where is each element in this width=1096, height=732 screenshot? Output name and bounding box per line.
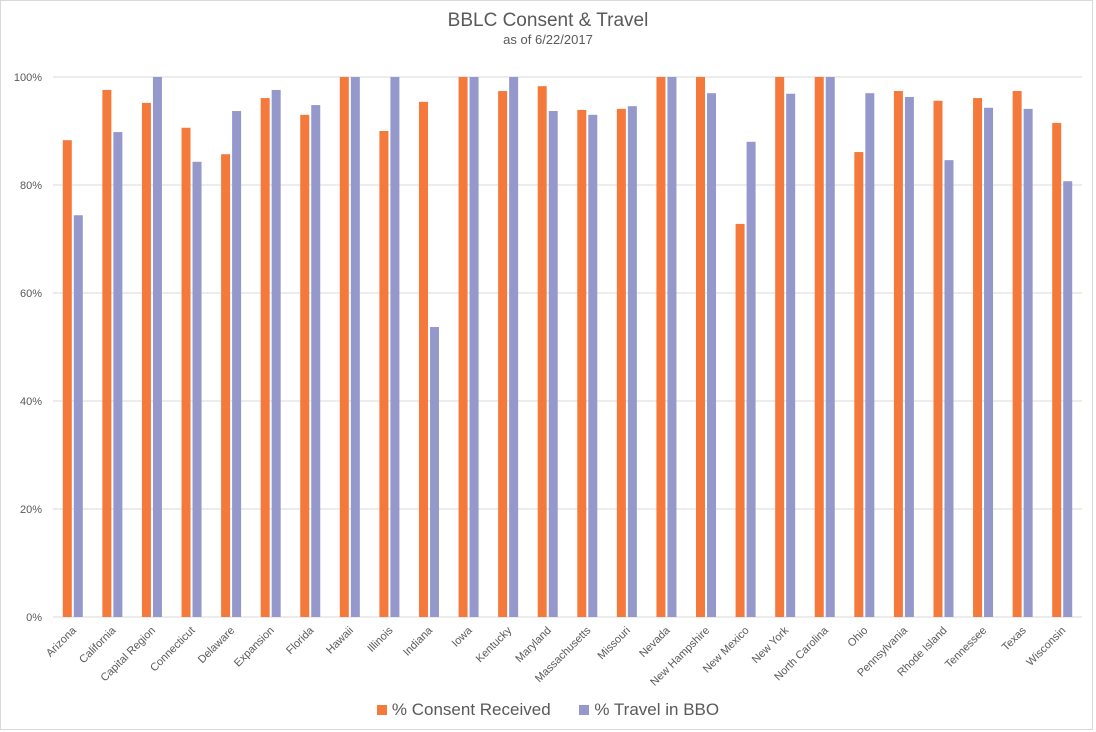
x-tick-label: Florida [284,624,317,657]
bar-travel-in-bbo [232,111,242,618]
bar-travel-in-bbo [311,105,321,617]
bar-travel-in-bbo [667,77,677,617]
x-tick-label: Nevada [637,624,673,660]
bar-consent-received [1052,122,1062,618]
y-tick-label: 100% [14,72,42,84]
bar-consent-received [62,140,72,617]
bar-travel-in-bbo [429,327,439,617]
bar-consent-received [418,101,428,618]
bar-travel-in-bbo [350,77,360,617]
bar-travel-in-bbo [627,106,637,617]
bar-consent-received [300,114,310,618]
y-tick-label: 20% [20,504,42,516]
legend-item-travel: % Travel in BBO [579,700,719,720]
bar-travel-in-bbo [588,114,598,618]
bar-consent-received [181,127,191,617]
bar-travel-in-bbo [152,77,162,617]
bar-consent-received [379,131,389,617]
x-tick-label: Ohio [846,625,871,650]
bar-consent-received [735,223,745,617]
bar-consent-received [893,91,903,618]
bar-consent-received [1012,91,1022,618]
bar-travel-in-bbo [1063,181,1073,617]
bar-consent-received [458,77,468,617]
bar-consent-received [498,91,508,618]
x-tick-label: Expansion [232,625,277,670]
legend-swatch-travel [579,705,590,715]
bar-travel-in-bbo [984,107,994,617]
x-tick-label: Illinois [365,624,395,654]
y-axis-labels: 0% 20% 40% 60% 80% 100% [14,72,42,624]
bar-travel-in-bbo [786,93,796,618]
x-tick-label: Wisconsin [1024,625,1068,669]
gridlines [53,76,1082,618]
bar-travel-in-bbo [390,77,400,617]
x-tick-label: Maryland [513,625,553,665]
bar-travel-in-bbo [113,132,123,617]
y-tick-label: 80% [20,180,42,192]
x-tick-label: New York [750,624,792,666]
bar-consent-received [221,154,231,617]
legend: % Consent Received % Travel in BBO [0,700,1096,720]
bar-consent-received [339,77,349,617]
x-tick-label: Iowa [450,624,476,650]
bar-travel-in-bbo [548,111,558,618]
bar-consent-received [814,77,824,617]
y-tick-label: 40% [20,396,42,408]
legend-item-consent: % Consent Received [376,700,551,720]
bar-travel-in-bbo [825,77,835,617]
y-tick-label: 0% [26,612,42,624]
bars [62,77,1073,618]
bar-travel-in-bbo [707,93,717,617]
bar-travel-in-bbo [192,161,202,617]
legend-swatch-consent [376,705,387,715]
bar-consent-received [854,152,864,617]
x-tick-label: Texas [1000,624,1029,653]
bar-travel-in-bbo [1023,108,1033,618]
bar-consent-received [577,109,587,617]
bar-consent-received [141,102,151,618]
bar-consent-received [102,89,112,617]
bar-consent-received [973,98,983,617]
bar-travel-in-bbo [865,93,875,617]
bar-travel-in-bbo [746,141,756,618]
x-tick-label: California [77,624,119,666]
legend-label-travel: % Travel in BBO [594,700,720,719]
bar-consent-received [775,77,785,617]
bar-consent-received [696,77,706,617]
x-tick-label: Hawaii [324,625,356,657]
x-tick-label: Indiana [401,624,436,659]
x-tick-label: Missouri [596,625,633,662]
bar-travel-in-bbo [271,89,281,617]
y-tick-label: 60% [20,288,42,300]
bar-consent-received [616,108,626,618]
x-tick-label: Delaware [196,625,237,666]
bar-travel-in-bbo [904,96,914,618]
bar-travel-in-bbo [509,77,519,617]
chart-subtitle: as of 6/22/2017 [503,32,593,47]
bar-consent-received [656,77,666,617]
bar-travel-in-bbo [944,160,954,617]
chart-title: BBLC Consent & Travel [447,10,649,31]
bar-travel-in-bbo [73,215,83,618]
bar-travel-in-bbo [469,77,479,617]
bar-consent-received [260,98,270,617]
bar-consent-received [537,86,547,618]
x-tick-label: Arizona [44,624,79,659]
bar-consent-received [933,100,943,617]
x-tick-label: Tennessee [943,625,989,671]
x-tick-label: Kentucky [474,624,515,665]
legend-label-consent: % Consent Received [391,700,551,719]
